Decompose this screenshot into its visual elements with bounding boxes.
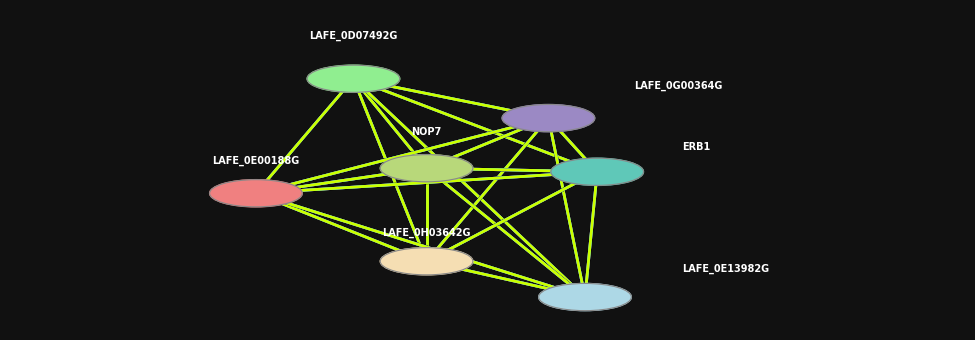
Text: LAFE_0G00364G: LAFE_0G00364G bbox=[634, 81, 722, 91]
Text: LAFE_0E13982G: LAFE_0E13982G bbox=[682, 263, 769, 274]
Circle shape bbox=[551, 158, 644, 185]
Circle shape bbox=[380, 155, 473, 182]
Circle shape bbox=[502, 104, 595, 132]
Circle shape bbox=[307, 65, 400, 92]
Text: LAFE_0E00188G: LAFE_0E00188G bbox=[213, 156, 299, 166]
Circle shape bbox=[380, 248, 473, 275]
Circle shape bbox=[538, 284, 632, 311]
Text: LAFE_0H03642G: LAFE_0H03642G bbox=[382, 227, 471, 238]
Text: ERB1: ERB1 bbox=[682, 142, 711, 152]
Circle shape bbox=[210, 180, 302, 207]
Text: LAFE_0D07492G: LAFE_0D07492G bbox=[309, 31, 398, 41]
Text: NOP7: NOP7 bbox=[411, 128, 442, 137]
